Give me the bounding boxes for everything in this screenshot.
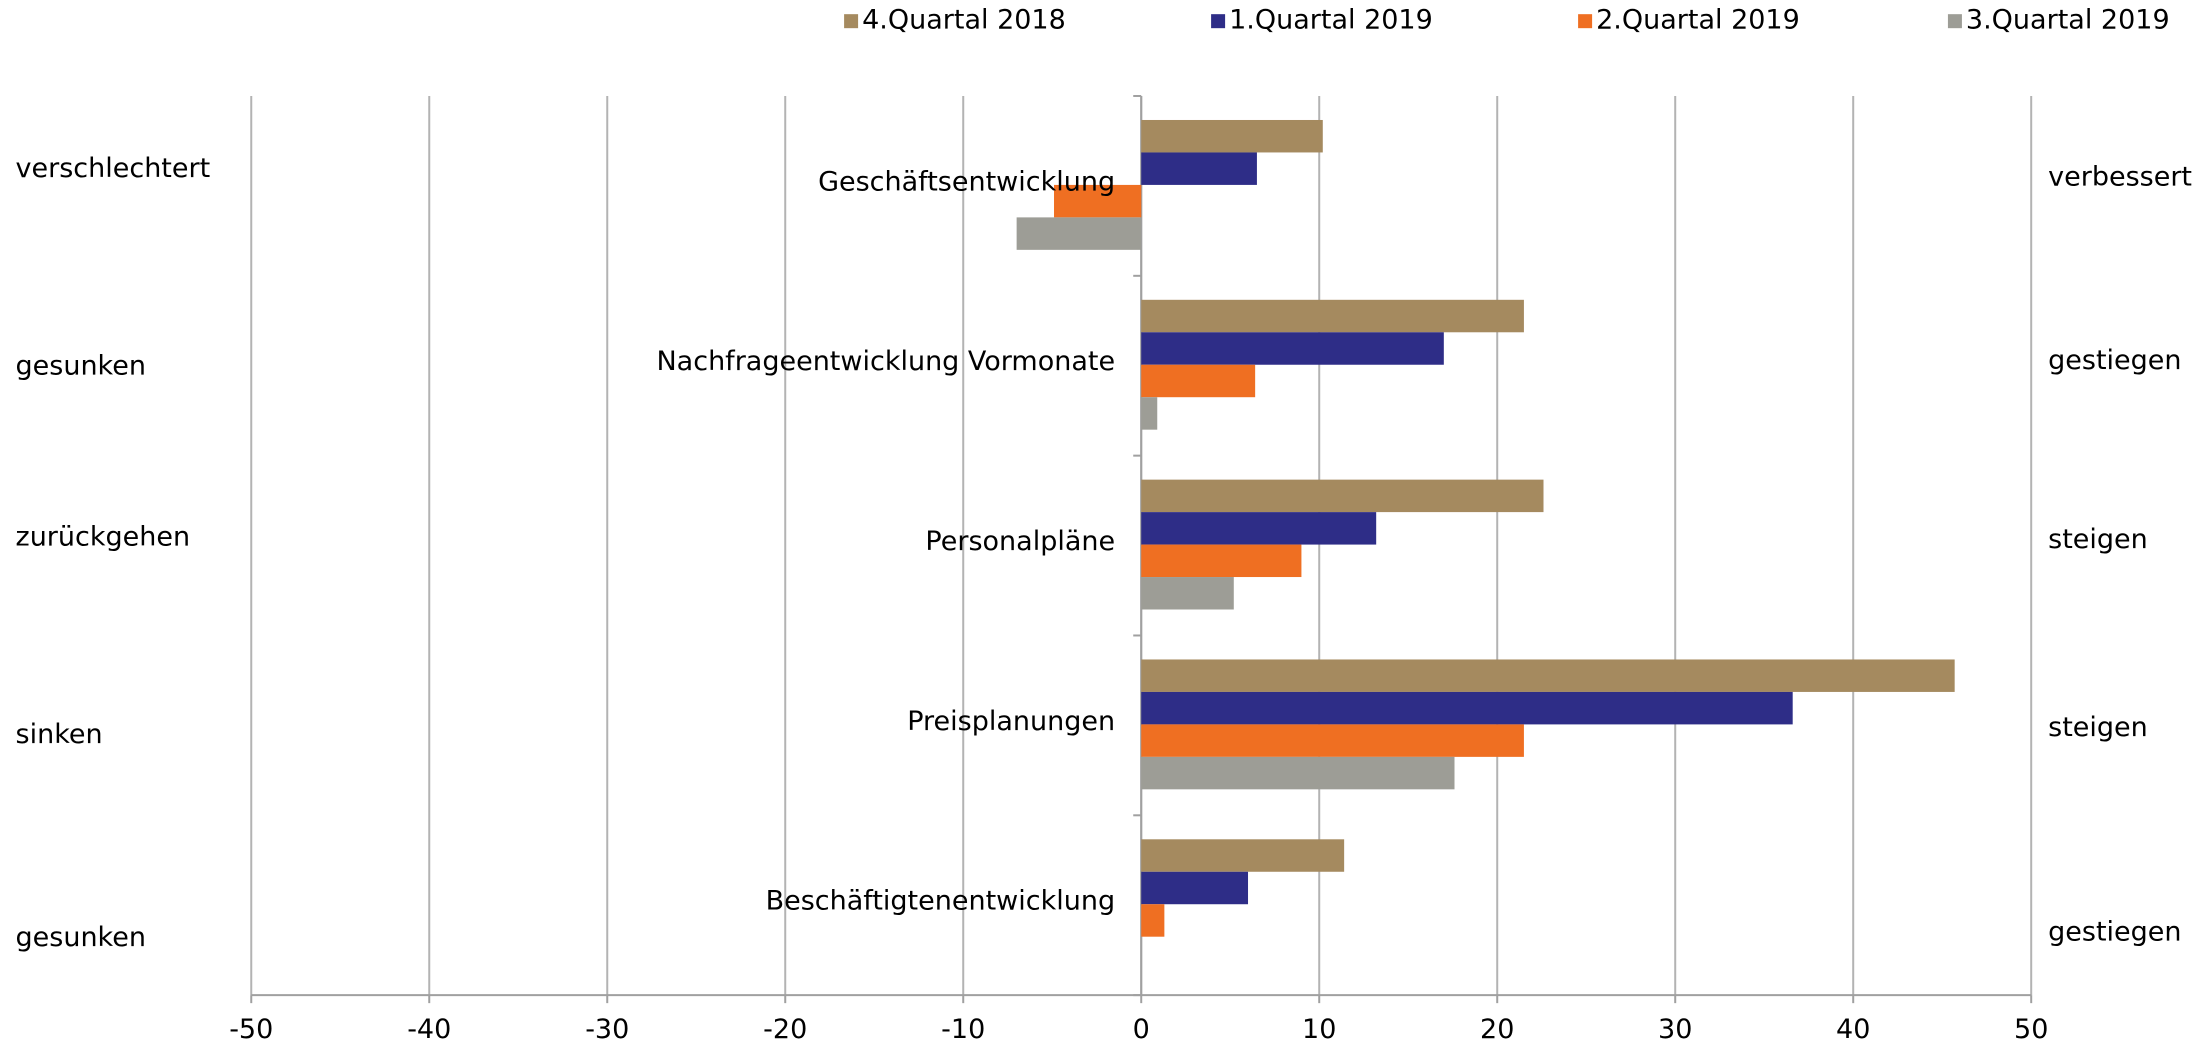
right-label: steigen — [2048, 712, 2148, 743]
right-label: gestiegen — [2048, 917, 2181, 948]
x-tick-label: -40 — [407, 1014, 451, 1040]
bar — [1141, 544, 1302, 578]
bar — [1141, 119, 1323, 153]
bar — [1016, 217, 1142, 250]
x-tick-label: 40 — [1836, 1014, 1870, 1040]
bar — [1141, 659, 1955, 692]
x-tick-label: -50 — [229, 1014, 273, 1040]
right-label: verbessert — [2048, 161, 2192, 192]
x-tick-label: 30 — [1658, 1014, 1692, 1040]
legend-label: 2.Quartal 2019 — [1596, 5, 1800, 36]
bar — [1141, 332, 1444, 365]
legend-swatch — [844, 14, 859, 29]
bar — [1141, 871, 1249, 905]
bar — [1141, 152, 1257, 185]
left-label: sinken — [16, 719, 103, 750]
category-label: Preisplanungen — [907, 706, 1115, 737]
category-label: Geschäftsentwicklung — [818, 166, 1115, 197]
bar — [1054, 184, 1142, 218]
bar — [1141, 577, 1234, 610]
right-label: steigen — [2048, 524, 2148, 555]
bar — [1141, 904, 1165, 937]
left-label: verschlechtert — [16, 153, 211, 184]
bar — [1141, 724, 1524, 757]
category-label: Beschäftigtenentwicklung — [766, 886, 1116, 917]
left-label: gesunken — [16, 922, 146, 953]
bar — [1141, 691, 1793, 725]
x-tick-label: -20 — [763, 1014, 807, 1040]
right-label: gestiegen — [2048, 345, 2181, 376]
bar — [1141, 756, 1455, 790]
legend-label: 3.Quartal 2019 — [1966, 5, 2170, 36]
category-label: Nachfrageentwicklung Vormonate — [656, 346, 1115, 377]
bar — [1141, 479, 1544, 513]
left-label: gesunken — [16, 351, 146, 382]
bar — [1141, 512, 1377, 545]
bar — [1141, 364, 1256, 398]
x-tick-label: 0 — [1133, 1014, 1150, 1040]
bar — [1141, 397, 1158, 430]
category-label: Personalpläne — [925, 526, 1115, 557]
left-label: zurückgehen — [16, 521, 191, 552]
legend-label: 4.Quartal 2018 — [862, 5, 1066, 36]
x-tick-label: 20 — [1480, 1014, 1514, 1040]
legend-swatch — [1578, 14, 1593, 29]
x-tick-label: -10 — [941, 1014, 985, 1040]
x-tick-label: 50 — [2014, 1014, 2048, 1040]
legend-label: 1.Quartal 2019 — [1229, 5, 1433, 36]
x-tick-label: 10 — [1302, 1014, 1336, 1040]
bar — [1141, 839, 1345, 872]
legend-swatch — [1211, 14, 1226, 29]
bar — [1141, 299, 1524, 333]
legend-swatch — [1947, 14, 1962, 29]
x-tick-label: -30 — [585, 1014, 629, 1040]
